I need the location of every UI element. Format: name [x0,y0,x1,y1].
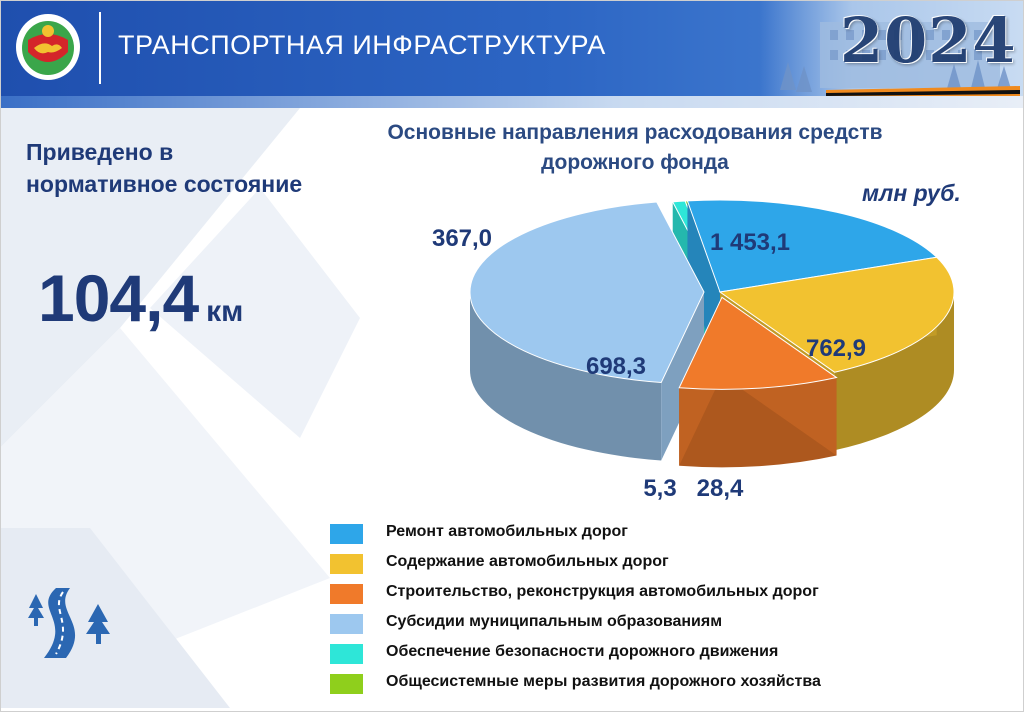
legend-label: Общесистемные меры развития дорожного хо… [386,673,821,690]
page-title: ТРАНСПОРТНАЯ ИНФРАСТРУКТУРА [118,30,606,60]
year-label: 2024 [840,4,1017,77]
legend-swatch [330,554,363,574]
legend-item: Строительство, реконструкция автомобильн… [330,579,950,609]
pie-slice-3 [678,296,838,468]
government-building-illustration [760,0,1024,96]
background-decoration [0,108,360,708]
pie-data-label-1: 698,3 [586,353,646,380]
coat-of-arms-icon [16,14,80,80]
chart-legend: Ремонт автомобильных дорог Содержание авт… [330,519,950,699]
legend-label: Ремонт автомобильных дорог [386,523,628,540]
km-unit: км [206,295,244,328]
pie-data-label-6: 5,3 [643,475,676,502]
pie-slice-side-2 [834,292,954,451]
pie-data-label-3: 367,0 [432,225,492,252]
legend-label: Обеспечение безопасности дорожного движе… [386,643,779,660]
legend-label: Строительство, реконструкция автомобильн… [386,583,819,600]
left-caption: Приведено в нормативное состояние [26,139,303,197]
legend-label: Субсидии муниципальным образованиям [386,613,723,630]
legend-swatch [330,584,363,604]
pie-slice-top-4 [469,201,705,384]
legend-swatch [330,644,363,664]
chart-title: Основные направления расходования средст… [387,121,883,174]
pie-data-label-5: 28,4 [697,475,744,502]
km-value: 104,4 км [38,260,243,336]
pie-data-label-4: 1 453,1 [710,229,790,256]
header-underline [0,96,1024,108]
legend-swatch [330,674,363,694]
legend-swatch [330,614,363,634]
legend-item: Субсидии муниципальным образованиям [330,609,950,639]
pie-chart: 698,3 762,9 367,0 1 453,1 28,4 5,3 [432,199,955,502]
km-number: 104,4 [38,261,199,335]
legend-item: Содержание автомобильных дорог [330,549,950,579]
road-and-trees-icon [28,588,110,658]
pie-slice-side-4 [470,292,662,461]
header-bar: ТРАНСПОРТНАЯ ИНФРАСТРУКТУРА [0,0,1024,96]
pie-slice-4 [469,201,705,461]
legend-item: Общесистемные меры развития дорожного хо… [330,669,950,699]
pie-slice-top-2 [718,256,955,373]
pie-data-label-2: 762,9 [806,335,866,362]
legend-item: Обеспечение безопасности дорожного движе… [330,639,950,669]
legend-swatch [330,524,363,544]
chart-unit: млн руб. [862,180,961,206]
legend-item: Ремонт автомобильных дорог [330,519,950,549]
pie-slice-top-1 [686,199,938,293]
pie-slice-top-3 [678,296,838,390]
header-divider [99,12,101,84]
legend-label: Содержание автомобильных дорог [386,553,669,570]
